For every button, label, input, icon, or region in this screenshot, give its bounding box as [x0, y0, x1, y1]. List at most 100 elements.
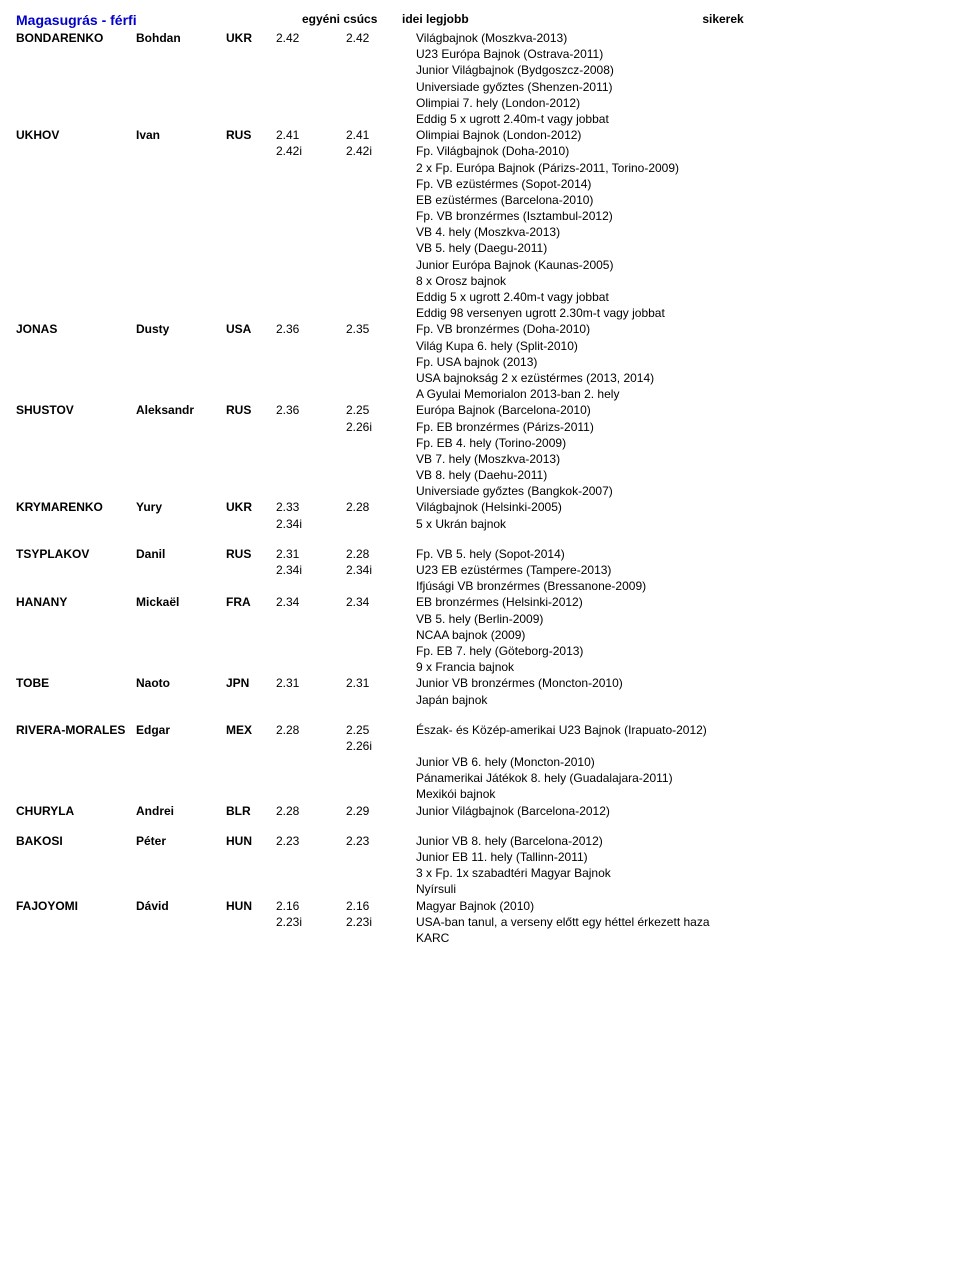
achievement: EB ezüstérmes (Barcelona-2010): [416, 192, 944, 208]
given-name: Danil: [136, 546, 226, 562]
athlete-row: Fp. VB bronzérmes (Isztambul-2012): [16, 208, 944, 224]
achievement: Fp. VB ezüstérmes (Sopot-2014): [416, 176, 944, 192]
athlete-row: 3 x Fp. 1x szabadtéri Magyar Bajnok: [16, 865, 944, 881]
achievement: Fp. EB 4. hely (Torino-2009): [416, 435, 944, 451]
athlete-row: Junior EB 11. hely (Tallinn-2011): [16, 849, 944, 865]
athlete-row: 2.42i2.42iFp. Világbajnok (Doha-2010): [16, 143, 944, 159]
achievement: Mexikói bajnok: [416, 786, 944, 802]
surname: SHUSTOV: [16, 402, 136, 418]
athlete-row: Japán bajnok: [16, 692, 944, 708]
personal-best: 2.42i: [276, 143, 346, 159]
athlete-row: Ifjúsági VB bronzérmes (Bressanone-2009): [16, 578, 944, 594]
achievement: Világbajnok (Helsinki-2005): [416, 499, 944, 515]
achievement: 5 x Ukrán bajnok: [416, 516, 944, 532]
surname: BAKOSI: [16, 833, 136, 849]
given-name: Aleksandr: [136, 402, 226, 418]
achievement: VB 5. hely (Daegu-2011): [416, 240, 944, 256]
personal-best: 2.42: [276, 30, 346, 46]
season-best: 2.35: [346, 321, 416, 337]
athlete-row: 2.26i: [16, 738, 944, 754]
achievement: Junior VB 6. hely (Moncton-2010): [416, 754, 944, 770]
table-header: Magasugrás - férfi egyéni csúcs idei leg…: [16, 12, 944, 28]
season-best: 2.29: [346, 803, 416, 819]
col-pb-header: egyéni csúcs: [302, 12, 402, 28]
nationality: HUN: [226, 898, 276, 914]
achievement: Nyírsuli: [416, 881, 944, 897]
athlete-row: Fp. EB 4. hely (Torino-2009): [16, 435, 944, 451]
achievement: VB 5. hely (Berlin-2009): [416, 611, 944, 627]
col-ach-header: sikerek: [502, 12, 944, 28]
surname: UKHOV: [16, 127, 136, 143]
athlete-row: CHURYLAAndreiBLR2.282.29Junior Világbajn…: [16, 803, 944, 819]
personal-best: 2.36: [276, 402, 346, 418]
personal-best: 2.28: [276, 803, 346, 819]
athlete-list: BONDARENKOBohdanUKR2.422.42Világbajnok (…: [16, 30, 944, 946]
athlete-row: Eddig 5 x ugrott 2.40m-t vagy jobbat: [16, 289, 944, 305]
season-best: 2.31: [346, 675, 416, 691]
athlete-row: FAJOYOMIDávidHUN2.162.16Magyar Bajnok (2…: [16, 898, 944, 914]
season-best: 2.26i: [346, 738, 416, 754]
athlete-row: BAKOSIPéterHUN2.232.23Junior VB 8. hely …: [16, 833, 944, 849]
nationality: JPN: [226, 675, 276, 691]
achievement: U23 EB ezüstérmes (Tampere-2013): [416, 562, 944, 578]
athlete-row: VB 4. hely (Moszkva-2013): [16, 224, 944, 240]
athlete-row: VB 5. hely (Berlin-2009): [16, 611, 944, 627]
nationality: MEX: [226, 722, 276, 738]
achievement: NCAA bajnok (2009): [416, 627, 944, 643]
nationality: UKR: [226, 30, 276, 46]
season-best: 2.42i: [346, 143, 416, 159]
personal-best: 2.33: [276, 499, 346, 515]
achievement: USA bajnokság 2 x ezüstérmes (2013, 2014…: [416, 370, 944, 386]
achievement: Junior Világbajnok (Barcelona-2012): [416, 803, 944, 819]
achievement: Olimpiai Bajnok (London-2012): [416, 127, 944, 143]
achievement: Pánamerikai Játékok 8. hely (Guadalajara…: [416, 770, 944, 786]
surname: BONDARENKO: [16, 30, 136, 46]
achievement: Észak- és Közép-amerikai U23 Bajnok (Ira…: [416, 722, 944, 738]
athlete-row: BONDARENKOBohdanUKR2.422.42Világbajnok (…: [16, 30, 944, 46]
achievement: Világ Kupa 6. hely (Split-2010): [416, 338, 944, 354]
achievement: Fp. EB bronzérmes (Párizs-2011): [416, 419, 944, 435]
achievement: Fp. USA bajnok (2013): [416, 354, 944, 370]
achievement: Junior EB 11. hely (Tallinn-2011): [416, 849, 944, 865]
athlete-row: 2 x Fp. Európa Bajnok (Párizs-2011, Tori…: [16, 160, 944, 176]
achievement: VB 4. hely (Moszkva-2013): [416, 224, 944, 240]
achievement: A Gyulai Memorialon 2013-ban 2. hely: [416, 386, 944, 402]
athlete-row: 9 x Francia bajnok: [16, 659, 944, 675]
surname: CHURYLA: [16, 803, 136, 819]
personal-best: 2.16: [276, 898, 346, 914]
achievement: Fp. Világbajnok (Doha-2010): [416, 143, 944, 159]
achievement: 8 x Orosz bajnok: [416, 273, 944, 289]
athlete-row: KARC: [16, 930, 944, 946]
season-best: 2.42: [346, 30, 416, 46]
achievement: Junior VB bronzérmes (Moncton-2010): [416, 675, 944, 691]
athlete-row: U23 Európa Bajnok (Ostrava-2011): [16, 46, 944, 62]
season-best: 2.23i: [346, 914, 416, 930]
achievement: Junior Európa Bajnok (Kaunas-2005): [416, 257, 944, 273]
athlete-row: 2.34i2.34iU23 EB ezüstérmes (Tampere-201…: [16, 562, 944, 578]
athlete-row: Fp. USA bajnok (2013): [16, 354, 944, 370]
season-best: 2.28: [346, 499, 416, 515]
achievement: Fp. VB bronzérmes (Doha-2010): [416, 321, 944, 337]
achievement: Japán bajnok: [416, 692, 944, 708]
athlete-row: KRYMARENKOYuryUKR2.332.28Világbajnok (He…: [16, 499, 944, 515]
achievement: Universiade győztes (Bangkok-2007): [416, 483, 944, 499]
page-title: Magasugrás - férfi: [16, 12, 302, 28]
season-best: 2.34: [346, 594, 416, 610]
nationality: FRA: [226, 594, 276, 610]
achievement: U23 Európa Bajnok (Ostrava-2011): [416, 46, 944, 62]
surname: HANANY: [16, 594, 136, 610]
personal-best: 2.34i: [276, 516, 346, 532]
achievement: Ifjúsági VB bronzérmes (Bressanone-2009): [416, 578, 944, 594]
achievement: Eddig 5 x ugrott 2.40m-t vagy jobbat: [416, 289, 944, 305]
athlete-row: 2.26iFp. EB bronzérmes (Párizs-2011): [16, 419, 944, 435]
athlete-row: TSYPLAKOVDanilRUS2.312.28Fp. VB 5. hely …: [16, 546, 944, 562]
col-sb-header: idei legjobb: [402, 12, 502, 28]
given-name: Yury: [136, 499, 226, 515]
athlete-row: USA bajnokság 2 x ezüstérmes (2013, 2014…: [16, 370, 944, 386]
nationality: RUS: [226, 402, 276, 418]
personal-best: 2.41: [276, 127, 346, 143]
given-name: Andrei: [136, 803, 226, 819]
personal-best: 2.31: [276, 675, 346, 691]
surname: FAJOYOMI: [16, 898, 136, 914]
given-name: Mickaël: [136, 594, 226, 610]
